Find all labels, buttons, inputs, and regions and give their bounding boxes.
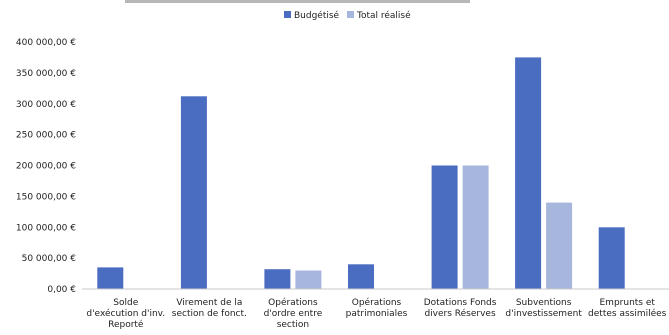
x-category-label: Subventions d'investissement (505, 298, 582, 319)
x-category-label-line: Dotations Fonds (424, 298, 497, 308)
x-category-label: Opérations patrimoniales (346, 297, 408, 319)
bar-budgetise (431, 165, 458, 289)
x-category-label-line: section de fonct. (172, 309, 247, 319)
x-category-label-line: Reporté (108, 319, 144, 330)
y-tick-label: 350 000,00 € (16, 69, 76, 79)
bar-total-realise (462, 165, 489, 289)
y-tick-label: 400 000,00 € (16, 38, 76, 48)
legend-swatch-total-realise (347, 11, 354, 18)
y-axis: 0,00 € 50 000,00 € 100 000,00 € 150 000,00 … (16, 38, 76, 295)
x-axis: Solde d'exécution d'inv. Reporté Virement d… (86, 297, 666, 330)
legend: Budgétisé Total réalisé (284, 10, 411, 21)
x-category-label-line: divers Réserves (424, 308, 496, 319)
x-category-label: Virement de la section de fonct. (172, 298, 247, 319)
y-tick-label: 150 000,00 € (16, 192, 76, 202)
x-category-label-line: Solde (113, 298, 138, 308)
bar-budgetise (180, 96, 207, 289)
x-category-label-line: Opérations (268, 297, 318, 308)
x-category-label-line: d'ordre entre (264, 309, 323, 319)
x-category-label-line: Virement de la (176, 298, 242, 308)
x-category-label-line: dettes assimilées (588, 308, 667, 319)
y-tick-label: 250 000,00 € (16, 131, 76, 141)
legend-label-total-realise: Total réalisé (356, 10, 411, 21)
bar-budgetise (97, 267, 124, 289)
x-category-label: Solde d'exécution d'inv. Reporté (86, 298, 165, 330)
x-category-label-line: Subventions (516, 298, 572, 308)
x-category-label-line: d'exécution d'inv. (86, 308, 165, 319)
x-category-label-line: d'investissement (505, 309, 582, 319)
legend-swatch-budgetise (284, 11, 291, 18)
bar-budgetise (348, 264, 374, 289)
y-tick-label: 50 000,00 € (22, 254, 77, 264)
y-tick-label: 300 000,00 € (16, 100, 76, 110)
x-category-label-line: patrimoniales (346, 309, 408, 319)
title-remnant (125, 0, 470, 3)
bars (97, 57, 625, 290)
y-tick-label: 200 000,00 € (16, 162, 76, 172)
bar-budgetise (598, 227, 625, 290)
x-category-label: Emprunts et dettes assimilées (588, 298, 667, 319)
bar-total-realise (295, 270, 322, 289)
bar-budgetise (515, 57, 542, 290)
legend-label-budgetise: Budgétisé (294, 10, 340, 21)
y-tick-label: 100 000,00 € (16, 223, 76, 233)
x-category-label: Opérations d'ordre entre section (264, 297, 323, 330)
bar-total-realise (546, 202, 573, 289)
bar-budgetise (264, 269, 291, 289)
x-category-label-line: Emprunts et (600, 298, 656, 308)
x-category-label-line: Opérations (352, 297, 402, 308)
x-category-label: Dotations Fonds divers Réserves (424, 298, 497, 319)
y-tick-label: 0,00 € (47, 285, 76, 295)
x-category-label-line: section (277, 320, 309, 330)
